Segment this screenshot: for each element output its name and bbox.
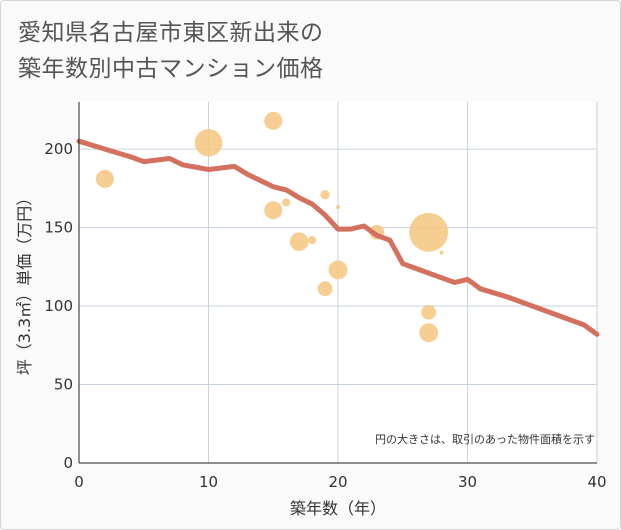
x-tick-label: 0 (74, 473, 84, 491)
x-axis-label: 築年数（年） (290, 499, 386, 518)
data-bubble (194, 129, 223, 157)
x-tick-label: 20 (328, 473, 347, 491)
data-bubble (317, 281, 333, 297)
data-bubble (289, 232, 309, 251)
chart-title-line1: 愛知県名古屋市東区新出来の (18, 20, 324, 46)
chart-title: 愛知県名古屋市東区新出来の 築年数別中古マンション価格 (18, 15, 324, 87)
x-tick-label: 30 (458, 473, 477, 491)
x-tick-label: 40 (587, 473, 606, 491)
data-bubble (328, 260, 348, 280)
y-tick-label: 0 (63, 454, 73, 472)
y-axis-label: 坪（3.3㎡）単価（万円） (15, 190, 34, 375)
data-bubble (308, 236, 317, 245)
data-bubble (264, 201, 283, 220)
data-bubble (419, 323, 439, 343)
data-bubble (421, 304, 436, 320)
y-tick-label: 100 (44, 297, 73, 315)
data-bubble (95, 169, 114, 188)
data-bubble (335, 205, 341, 210)
data-bubble (282, 198, 291, 207)
chart-title-line2: 築年数別中古マンション価格 (18, 56, 324, 82)
data-bubble (439, 250, 444, 255)
y-tick-label: 50 (54, 376, 73, 394)
y-tick-label: 150 (44, 219, 73, 237)
trend-line (76, 138, 600, 337)
x-tick-label: 10 (199, 473, 218, 491)
data-bubble (320, 189, 330, 200)
data-bubble (264, 111, 283, 130)
tick-labels: 0 10 20 30 40 0 50 100 150 200 (44, 140, 606, 491)
trend-series (76, 138, 600, 337)
y-tick-label: 200 (44, 140, 73, 158)
size-note: 円の大きさは、取引のあった物件面積を示す (375, 432, 595, 446)
data-bubble (409, 212, 449, 252)
axes (78, 102, 597, 464)
